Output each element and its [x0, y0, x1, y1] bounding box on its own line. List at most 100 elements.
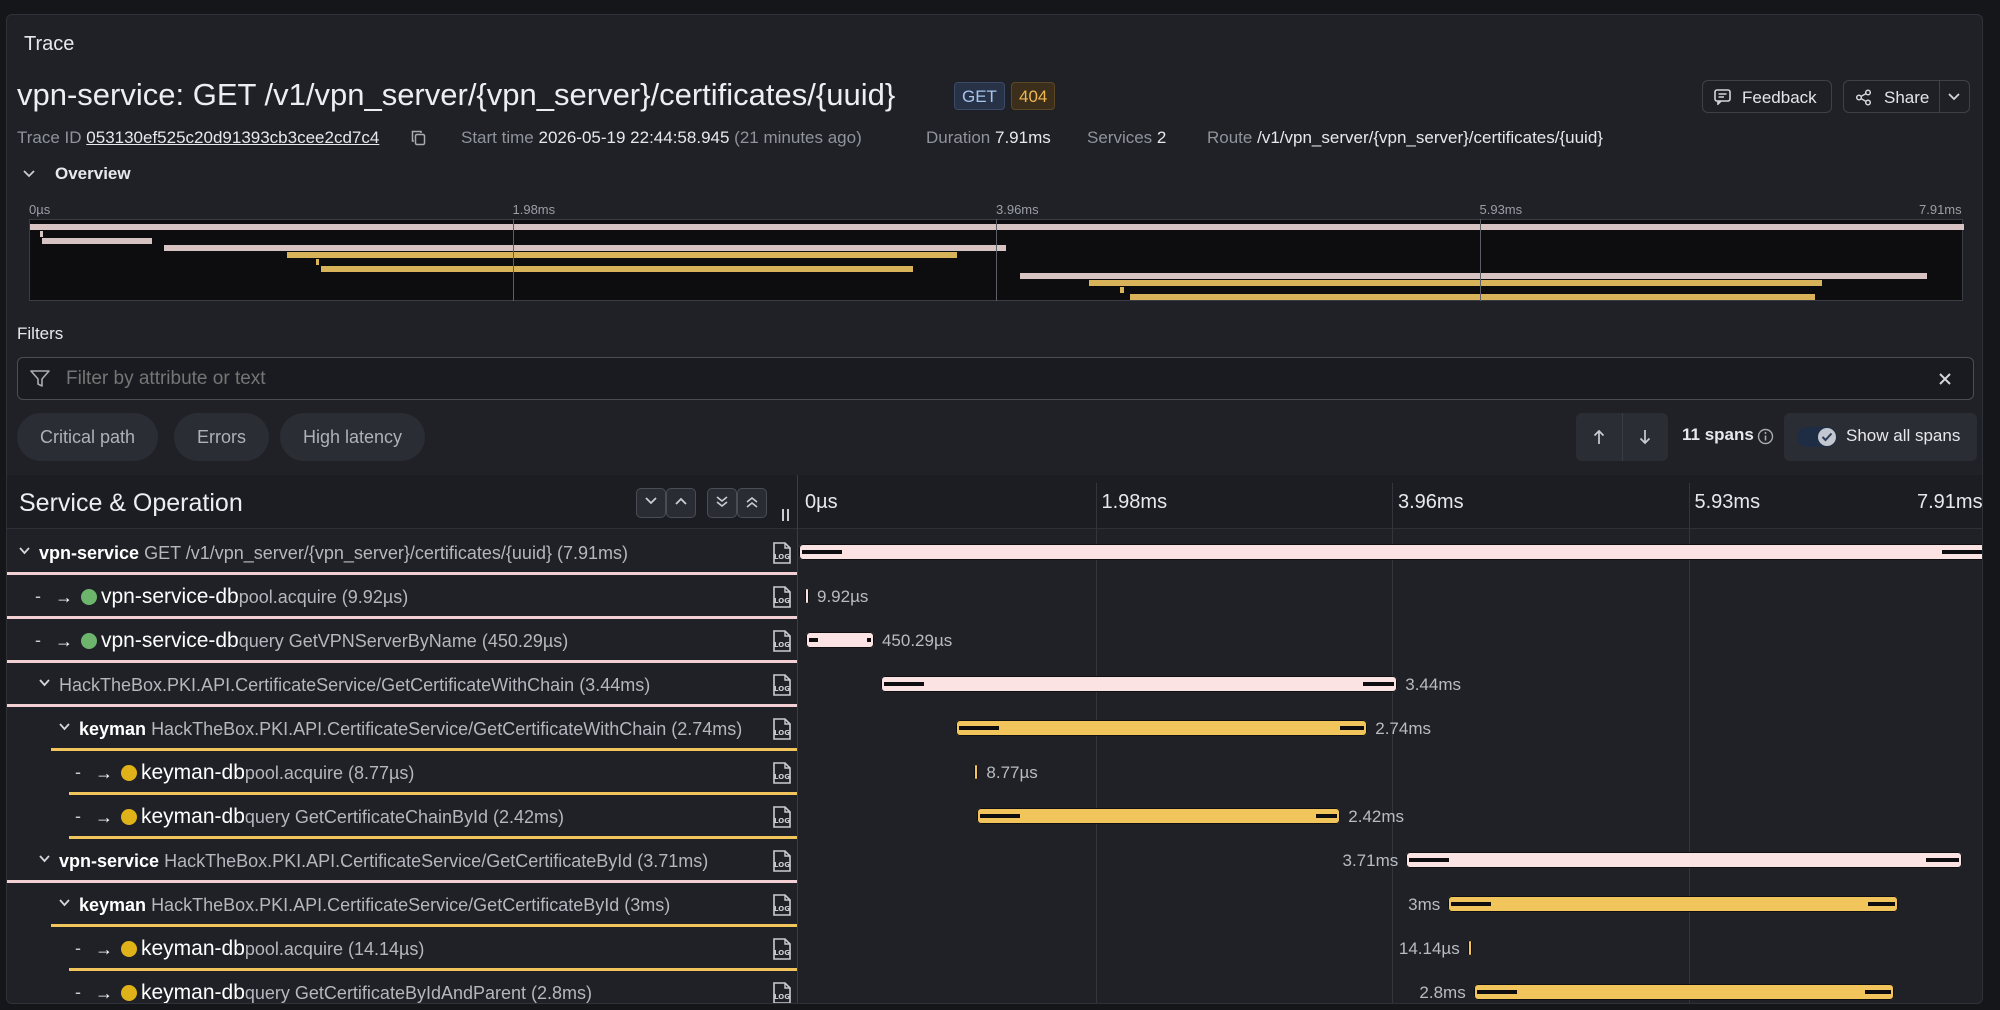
span-row[interactable]: vpn-service GET /v1/vpn_server/{vpn_serv…	[7, 531, 1982, 575]
overview-toggle[interactable]: Overview	[55, 164, 131, 183]
operation-name: query GetCertificateByIdAndParent (2.8ms…	[244, 983, 593, 1003]
chevron-down-icon[interactable]	[39, 679, 50, 687]
span-bar[interactable]	[881, 676, 1398, 692]
span-row-label-cell	[7, 707, 797, 751]
chip-errors[interactable]: Errors	[174, 413, 269, 461]
arrow-right-icon: →	[55, 587, 73, 607]
table-header	[7, 475, 1982, 529]
span-row[interactable]: - → keyman-dbquery GetCertificateChainById…	[7, 795, 1982, 839]
chip-critical-path[interactable]: Critical path	[17, 413, 159, 461]
span-bar[interactable]	[806, 632, 874, 648]
filter-input-box[interactable]	[17, 357, 1974, 400]
span-row[interactable]: - → vpn-service-dbquery GetVPNServerByName…	[7, 619, 1982, 663]
expand-one-button[interactable]	[666, 488, 696, 518]
chevron-down-icon[interactable]	[39, 855, 50, 863]
trace-id-link[interactable]: 053130ef525c20d91393cb3cee2cd7c4	[86, 128, 380, 147]
span-row[interactable]: - → keyman-dbpool.acquire (8.77µs) LOG 8.77µ…	[7, 751, 1982, 795]
log-icon[interactable]: LOG	[770, 717, 794, 741]
span-underline	[69, 968, 797, 971]
span-bar[interactable]	[804, 588, 809, 604]
span-row[interactable]: keyman HackTheBox.PKI.API.CertificateSer…	[7, 883, 1982, 927]
arrow-up-icon[interactable]	[1593, 429, 1605, 445]
resize-handle[interactable]	[782, 509, 784, 521]
feedback-button[interactable]: Feedback	[1702, 80, 1832, 113]
overview-span-bar	[1088, 280, 1823, 286]
chevron-down-icon[interactable]	[59, 723, 70, 731]
span-duration-label: 3.44ms	[1405, 675, 1461, 694]
span-bar[interactable]	[1448, 896, 1899, 912]
log-icon[interactable]: LOG	[770, 541, 794, 565]
collapse-one-button[interactable]	[636, 488, 666, 518]
span-bar-self-time	[1315, 814, 1338, 818]
log-icon[interactable]: LOG	[770, 629, 794, 653]
copy-icon[interactable]	[411, 130, 426, 146]
span-row[interactable]: HackTheBox.PKI.API.CertificateService/Ge…	[7, 663, 1982, 707]
double-chevron-up-icon	[746, 496, 758, 508]
log-icon[interactable]: LOG	[770, 937, 794, 961]
overview-span-bar	[1020, 273, 1928, 279]
span-row-label-cell	[7, 751, 797, 795]
overview-span-bar	[164, 245, 1006, 251]
span-duration-label: 3.71ms	[1342, 851, 1399, 870]
chevron-down-icon[interactable]	[23, 170, 35, 178]
service-name: keyman-db	[141, 981, 245, 1004]
chevron-down-icon[interactable]	[1948, 93, 1960, 101]
span-row-label-cell	[7, 663, 797, 707]
arrow-down-icon[interactable]	[1639, 429, 1651, 445]
span-label: vpn-service GET /v1/vpn_server/{vpn_serv…	[39, 531, 628, 575]
span-bar[interactable]	[977, 808, 1341, 824]
span-bar[interactable]	[799, 544, 1982, 560]
span-bar[interactable]	[1406, 852, 1963, 868]
span-underline	[69, 792, 797, 795]
chevron-down-icon[interactable]	[19, 547, 30, 555]
svg-text:LOG: LOG	[774, 993, 790, 1001]
show-all-spans-toggle[interactable]: Show all spans	[1784, 413, 1977, 461]
span-row[interactable]: - → keyman-dbpool.acquire (14.14µs) LOG 14.1…	[7, 927, 1982, 971]
span-row-label-cell	[7, 619, 797, 663]
overview-gridline	[1479, 219, 1481, 301]
chevron-down-icon[interactable]	[59, 899, 70, 907]
timeline-gridline	[1392, 483, 1393, 1003]
span-label: keyman-dbpool.acquire (14.14µs)	[141, 927, 424, 971]
log-icon[interactable]: LOG	[770, 805, 794, 829]
span-bar[interactable]	[1473, 984, 1894, 1000]
chip-high-latency[interactable]: High latency	[280, 413, 426, 461]
info-icon[interactable]	[1757, 428, 1774, 445]
overview-span-bar	[1120, 287, 1124, 293]
span-row[interactable]: vpn-service HackTheBox.PKI.API.Certifica…	[7, 839, 1982, 883]
span-row[interactable]: keyman HackTheBox.PKI.API.CertificateSer…	[7, 707, 1982, 751]
span-bar[interactable]	[956, 720, 1368, 736]
log-icon[interactable]: LOG	[770, 673, 794, 697]
method-badge: GET	[954, 82, 1005, 110]
span-bar[interactable]	[1467, 940, 1472, 956]
share-button[interactable]: Share	[1843, 80, 1970, 113]
start-time: Start time 2026-05-19 22:44:58.945 (21 m…	[461, 128, 862, 147]
span-row-label-cell	[7, 839, 797, 883]
log-icon[interactable]: LOG	[770, 981, 794, 1004]
log-icon[interactable]: LOG	[770, 893, 794, 917]
span-row-label-cell	[7, 883, 797, 927]
span-bar[interactable]	[974, 764, 979, 780]
filter-input[interactable]	[66, 364, 1886, 394]
service-name: keyman-db	[141, 805, 245, 828]
arrow-right-icon: →	[95, 983, 113, 1003]
log-icon[interactable]: LOG	[770, 849, 794, 873]
log-icon[interactable]: LOG	[770, 585, 794, 609]
arrow-right-icon: →	[95, 763, 113, 783]
overview-span-bar	[320, 266, 913, 272]
show-all-label: Show all spans	[1846, 426, 1961, 445]
span-row[interactable]: - → vpn-service-dbpool.acquire (9.92µs) LOG…	[7, 575, 1982, 619]
span-row[interactable]: - → keyman-dbquery GetCertificateByIdAndPa…	[7, 971, 1982, 1004]
clear-icon[interactable]	[1938, 372, 1952, 386]
span-bar-self-time	[1942, 550, 1982, 554]
service-name: keyman-db	[141, 937, 245, 960]
service-name: vpn-service	[59, 851, 160, 871]
collapse-all-button[interactable]	[707, 488, 737, 518]
tree-dash: -	[35, 630, 41, 650]
span-count: 11 spans	[1682, 425, 1754, 444]
expand-all-button[interactable]	[737, 488, 767, 518]
span-label: keyman-dbpool.acquire (8.77µs)	[141, 751, 414, 795]
service-status-dot	[121, 985, 137, 1001]
log-icon[interactable]: LOG	[770, 761, 794, 785]
tree-dash: -	[75, 938, 81, 958]
